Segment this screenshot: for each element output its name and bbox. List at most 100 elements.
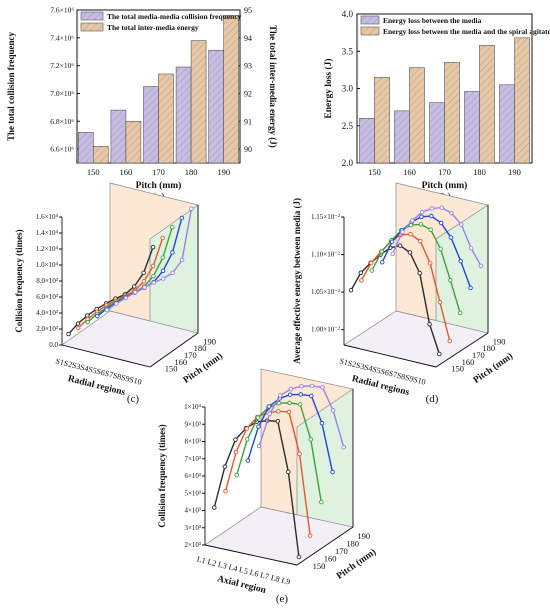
data-point (419, 209, 425, 215)
data-point (427, 321, 432, 327)
bar-collision-frequency (78, 132, 94, 164)
series-line-160 (77, 237, 164, 329)
legend-swatch (80, 22, 104, 32)
data-point (245, 437, 250, 442)
legend-label: The total media-media collision frequenc… (107, 12, 242, 21)
series-line-190 (106, 208, 193, 311)
data-point (75, 321, 81, 326)
y-axis-label: Energy loss (J) (323, 58, 334, 118)
x-tick-label: 150 (87, 167, 100, 177)
bar-media-energy-loss (394, 110, 410, 164)
data-point (170, 270, 175, 276)
y-tick-label: 4.0 (342, 9, 354, 19)
y-right-tick-label: 91 (244, 117, 252, 126)
z-tick-label: 150 (451, 364, 464, 374)
bar-agitator-energy-loss (514, 37, 530, 164)
data-point (297, 451, 302, 457)
data-point (309, 383, 315, 389)
data-point (160, 235, 165, 241)
data-point (448, 277, 453, 283)
data-point (132, 290, 138, 295)
data-point (66, 331, 71, 337)
bar-media-energy-loss (429, 102, 445, 164)
data-point (75, 325, 81, 331)
data-point (222, 464, 228, 469)
data-point (308, 437, 313, 442)
y-tick-label: 4.0×10³ (36, 309, 58, 317)
bar-media-energy-loss (464, 91, 480, 164)
data-point (142, 285, 147, 290)
data-point (179, 257, 185, 263)
z-tick-label: 190 (357, 531, 370, 541)
y-right-tick-label: 90 (244, 145, 252, 154)
y-tick-label: 1.0×10⁴ (36, 261, 59, 269)
data-point (141, 279, 147, 284)
legend-label: Energy loss between the media and the sp… (383, 27, 550, 36)
bar-media-energy-loss (359, 118, 375, 164)
y-tick-label: 6.8×10⁶ (50, 117, 74, 126)
y-tick-label: 8.0×10³ (36, 277, 58, 285)
z-tick-label: 150 (165, 364, 178, 374)
data-point (245, 458, 251, 463)
data-point (150, 244, 156, 250)
x-tick-label: 150 (368, 167, 381, 177)
data-point (256, 443, 262, 449)
y-tick-label: 2×10³ (184, 541, 201, 549)
x-tick-label: 160 (403, 167, 416, 177)
data-point (288, 386, 294, 392)
data-point (244, 426, 249, 431)
data-point (429, 206, 435, 211)
data-point (275, 419, 281, 424)
data-point (223, 489, 228, 494)
z-tick-label: 160 (174, 357, 187, 367)
y-tick-label: 1.00×10⁻² (311, 326, 340, 334)
data-point (417, 270, 422, 276)
y-axis-label: Average effective energy between media (… (292, 198, 302, 364)
chart-a: 6.6×10⁶ 6.8×10⁶ 7.0×10⁶ 7.2×10⁶ 7.4×10⁶ 7.6×1… (6, 6, 278, 204)
z-tick-label: 170 (335, 546, 348, 556)
data-point (233, 449, 239, 455)
data-point (286, 469, 291, 475)
x-tick-label: 190 (217, 167, 230, 177)
y-tick-label: 3.5 (342, 46, 354, 56)
data-point (297, 402, 303, 407)
legend-label: The total inter-media energy (107, 23, 199, 32)
series-line-150 (68, 246, 154, 335)
y-right-tick-label: 94 (244, 34, 252, 43)
y-tick-label: 2.0×10³ (36, 325, 58, 333)
x-tick-label: 170 (152, 167, 165, 177)
x-tick-label: 180 (473, 167, 486, 177)
data-point (114, 301, 119, 306)
y-tick-label: 2.5 (342, 121, 354, 131)
data-point (104, 307, 110, 313)
y-tick-label: 1.4×10⁴ (36, 229, 59, 237)
data-point (418, 222, 424, 227)
data-point (457, 310, 463, 316)
bar-inter-media-energy (93, 146, 109, 164)
bar-agitator-energy-loss (409, 67, 425, 164)
data-point (95, 313, 100, 319)
data-point (389, 239, 395, 244)
data-point (141, 270, 146, 276)
data-point (390, 251, 395, 257)
z-tick-label: 180 (346, 538, 359, 548)
data-point (319, 499, 324, 505)
data-point (298, 392, 304, 397)
z-tick-label: 180 (194, 343, 207, 353)
data-point (419, 214, 424, 219)
data-point (358, 270, 364, 276)
data-point (410, 218, 415, 223)
data-point (266, 404, 272, 409)
y-tick-label: 1.10×10⁻² (311, 251, 340, 259)
y-tick-label: 9×10³ (184, 420, 201, 428)
data-point (320, 385, 325, 390)
y-tick-label: 1.6×10⁴ (36, 213, 59, 221)
data-point (151, 273, 156, 279)
data-point (369, 268, 375, 273)
data-point (341, 444, 346, 450)
data-point (151, 263, 156, 269)
data-point (438, 220, 444, 226)
y-tick-label: 7.2×10⁶ (50, 61, 74, 70)
y-right-tick-label: 95 (244, 6, 252, 15)
data-point (400, 229, 405, 235)
